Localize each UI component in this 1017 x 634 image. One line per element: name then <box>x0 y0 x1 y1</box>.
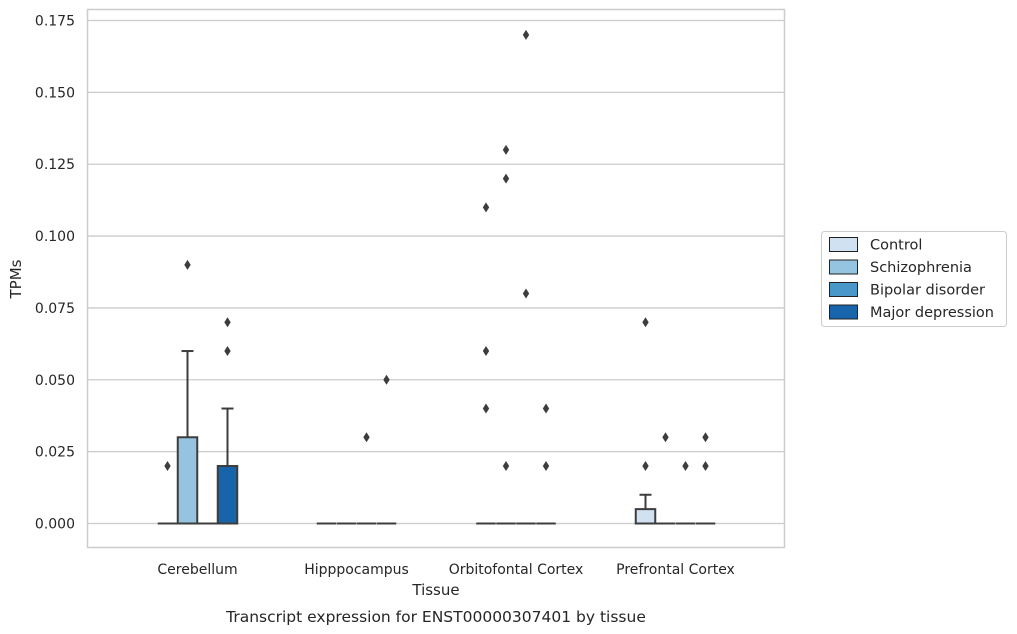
box-group <box>536 403 556 525</box>
outlier-point <box>184 259 191 270</box>
outlier-point <box>363 432 370 443</box>
box-group <box>157 461 178 525</box>
legend-items: Control Schizophrenia Bipolar disorder Majo… <box>829 237 994 321</box>
box <box>634 508 657 525</box>
outlier-point <box>383 374 390 385</box>
chart-caption: Transcript expression for ENST0000030740… <box>225 608 646 626</box>
legend-label: Major depression <box>870 305 994 321</box>
box-group <box>634 317 657 525</box>
y-tick-label: 0.075 <box>35 301 75 317</box>
x-axis-label: Tissue <box>411 581 459 599</box>
box-group <box>376 374 397 525</box>
outlier-point <box>502 461 510 472</box>
box-group <box>176 259 199 525</box>
box-group <box>655 432 676 525</box>
x-tick-labels: Cerebellum Hipppocampus Orbitofontal Corte… <box>157 562 734 578</box>
legend-label: Schizophrenia <box>870 260 972 276</box>
y-tick-label: 0.025 <box>35 445 75 461</box>
outlier-point <box>522 29 530 40</box>
outlier-point <box>662 432 669 443</box>
y-tick-labels: 0.000 0.025 0.050 0.075 0.100 0.125 0.150 0.175 <box>35 14 75 533</box>
y-tick-label: 0.150 <box>35 85 75 101</box>
outlier-point <box>482 202 490 213</box>
x-tick-label: Cerebellum <box>157 562 237 578</box>
outlier-point <box>642 317 649 328</box>
y-tick-label: 0.125 <box>35 157 75 173</box>
outlier-point <box>522 288 530 299</box>
legend-swatch <box>829 282 858 297</box>
legend-label: Control <box>870 238 922 254</box>
legend: Control Schizophrenia Bipolar disorder Majo… <box>821 231 1007 327</box>
x-tick-label: Prefrontal Cortex <box>616 562 735 578</box>
outlier-point <box>542 403 550 414</box>
outlier-point <box>702 461 709 472</box>
boxes <box>157 29 716 525</box>
box-group <box>695 432 716 525</box>
box-group <box>476 202 496 525</box>
outlier-point <box>502 173 510 184</box>
box-group <box>516 29 536 525</box>
legend-swatch <box>829 237 858 252</box>
outlier-point <box>482 346 490 357</box>
outlier-point <box>224 317 231 328</box>
outlier-point <box>642 461 649 472</box>
box <box>176 436 199 525</box>
grid-lines <box>88 19 784 525</box>
legend-swatch <box>829 304 858 320</box>
box-group <box>356 432 377 525</box>
y-axis-label: TPMs <box>7 259 25 299</box>
outlier-point <box>542 461 550 472</box>
outlier-point <box>224 346 231 357</box>
box-group <box>496 144 516 525</box>
y-tick-label: 0.100 <box>35 229 75 245</box>
plot-frame <box>86 8 786 549</box>
outlier-point <box>164 461 171 472</box>
legend-swatch <box>829 259 858 275</box>
y-tick-label: 0.175 <box>35 14 75 30</box>
legend-label: Bipolar disorder <box>870 283 985 299</box>
x-tick-label: Hipppocampus <box>304 562 409 578</box>
box <box>216 465 239 525</box>
box-group <box>675 461 696 525</box>
legend-frame <box>821 231 1007 327</box>
x-tick-label: Orbitofontal Cortex <box>449 562 584 578</box>
y-tick-label: 0.050 <box>35 373 75 389</box>
outlier-point <box>702 432 709 443</box>
outlier-point <box>482 403 490 414</box>
outlier-point <box>682 461 689 472</box>
box-group <box>216 317 239 525</box>
outlier-point <box>502 144 510 155</box>
y-tick-label: 0.000 <box>35 517 75 533</box>
